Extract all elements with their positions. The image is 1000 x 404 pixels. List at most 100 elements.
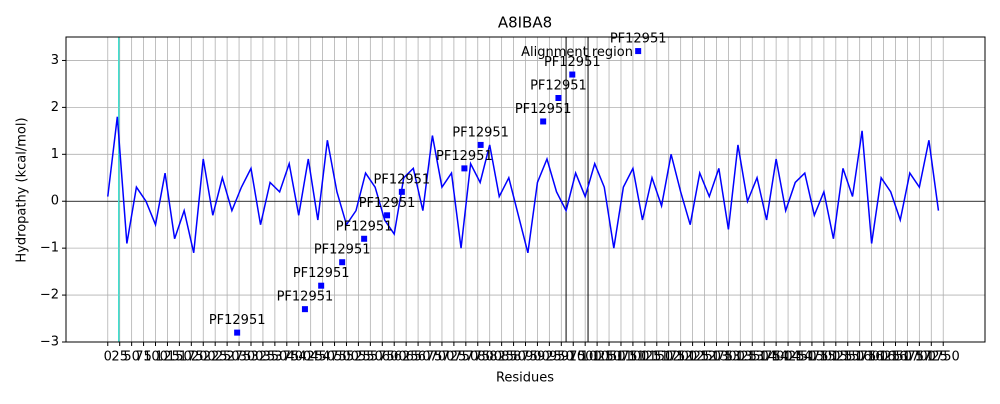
- x-tick-label: 1025: [581, 350, 614, 365]
- x-tick-label: 225: [203, 350, 228, 365]
- domain-label: PF12951: [277, 290, 334, 305]
- hydropathy-line: [107, 116, 940, 254]
- x-tick-label: 175: [179, 350, 204, 365]
- domain-marker: [301, 306, 308, 313]
- x-tick-label: 375: [274, 350, 299, 365]
- domain-label: PF12951: [515, 102, 572, 117]
- x-tick-label: 1625: [867, 350, 900, 365]
- x-tick-label: 0: [104, 350, 112, 365]
- domain-marker: [477, 141, 484, 148]
- x-tick-label: 1225: [676, 350, 709, 365]
- x-tick-label: 1250: [688, 350, 721, 365]
- x-tick-label: 250: [215, 350, 240, 365]
- domain-marker: [461, 165, 468, 172]
- domain-marker: [635, 48, 642, 55]
- domain-marker: [234, 329, 241, 336]
- x-tick-label: 350: [262, 350, 287, 365]
- domain-marker: [318, 282, 325, 289]
- x-tick-label: 775: [465, 350, 490, 365]
- x-tick-label: 1575: [843, 350, 876, 365]
- x-tick-label: 100: [143, 350, 168, 365]
- x-tick-label: 550: [358, 350, 383, 365]
- y-tick-label: −3: [40, 335, 59, 350]
- x-tick-label: 1425: [772, 350, 805, 365]
- domain-label: PF12951: [452, 125, 509, 140]
- domain-marker: [384, 212, 391, 219]
- x-tick-label: 450: [310, 350, 335, 365]
- x-tick-label: 1350: [736, 350, 769, 365]
- domain-marker: [555, 95, 562, 101]
- x-tick-label: 575: [370, 350, 395, 365]
- x-tick-label: 275: [227, 350, 252, 365]
- x-tick-label: 1650: [879, 350, 912, 365]
- x-tick-label: 1050: [592, 350, 625, 365]
- x-tick-label: 925: [537, 350, 562, 365]
- plot-frame: [65, 36, 986, 343]
- y-tick-label: 0: [51, 194, 59, 209]
- x-tick-label: 625: [394, 350, 419, 365]
- x-tick-label: 325: [251, 350, 276, 365]
- domain-marker: [540, 118, 547, 125]
- y-tick-label: −1: [40, 241, 59, 256]
- domain-label: PF12951: [336, 219, 393, 234]
- x-tick-label: 125: [155, 350, 180, 365]
- x-tick-label: 1725: [915, 350, 948, 365]
- x-tick-label: 500: [334, 350, 359, 365]
- x-tick-label: 25: [111, 350, 128, 365]
- domain-label: PF12951: [209, 313, 266, 328]
- x-tick-label: 1200: [664, 350, 697, 365]
- x-tick-label: 1300: [712, 350, 745, 365]
- x-tick-label: 1000: [569, 350, 602, 365]
- x-tick-label: 600: [382, 350, 407, 365]
- x-tick-label: 525: [346, 350, 371, 365]
- domain-label: PF12951: [544, 55, 601, 70]
- x-tick-label: 875: [513, 350, 538, 365]
- x-tick-label: 1075: [604, 350, 637, 365]
- x-tick-label: 800: [477, 350, 502, 365]
- x-tick-label: 825: [489, 350, 514, 365]
- x-tick-label: 75: [135, 350, 152, 365]
- x-tick-label: 1175: [652, 350, 685, 365]
- domain-label: PF12951: [530, 79, 587, 94]
- domain-label: PF12951: [436, 149, 493, 164]
- x-tick-label: 1325: [724, 350, 757, 365]
- domain-marker: [361, 235, 368, 242]
- x-tick-label: 1400: [760, 350, 793, 365]
- x-tick-label: 1700: [903, 350, 936, 365]
- y-tick-label: 2: [51, 100, 59, 115]
- y-tick-label: −2: [40, 288, 59, 303]
- domain-label: PF12951: [374, 172, 431, 187]
- x-tick-label: 1450: [783, 350, 816, 365]
- x-tick-label: 675: [418, 350, 443, 365]
- x-tick-label: 650: [406, 350, 431, 365]
- x-tick-label: 1525: [819, 350, 852, 365]
- x-tick-label: 1600: [855, 350, 888, 365]
- x-tick-label: 400: [286, 350, 311, 365]
- x-tick-label: 900: [525, 350, 550, 365]
- y-tick-label: 1: [51, 147, 59, 162]
- x-tick-label: 850: [501, 350, 526, 365]
- x-tick-label: 1125: [628, 350, 661, 365]
- x-tick-label: 700: [430, 350, 455, 365]
- x-tick-label: 975: [561, 350, 586, 365]
- x-tick-label: 300: [239, 350, 264, 365]
- x-tick-label: 1150: [640, 350, 673, 365]
- x-tick-label: 1675: [891, 350, 924, 365]
- chart-title: A8IBA8: [498, 14, 552, 32]
- x-tick-label: 425: [298, 350, 323, 365]
- x-tick-label: 150: [167, 350, 192, 365]
- x-tick-label: 750: [453, 350, 478, 365]
- x-tick-label: 1375: [748, 350, 781, 365]
- domain-marker: [569, 71, 576, 78]
- y-tick-label: 3: [51, 53, 59, 68]
- x-tick-label: 475: [322, 350, 347, 365]
- domain-marker: [339, 259, 346, 266]
- x-tick-label: 50: [123, 350, 140, 365]
- x-tick-label: 1275: [700, 350, 733, 365]
- y-axis-label: Hydropathy (kcal/mol): [15, 117, 30, 262]
- domain-label: PF12951: [610, 32, 667, 47]
- domain-marker: [398, 188, 405, 195]
- x-tick-label: 1750: [927, 350, 960, 365]
